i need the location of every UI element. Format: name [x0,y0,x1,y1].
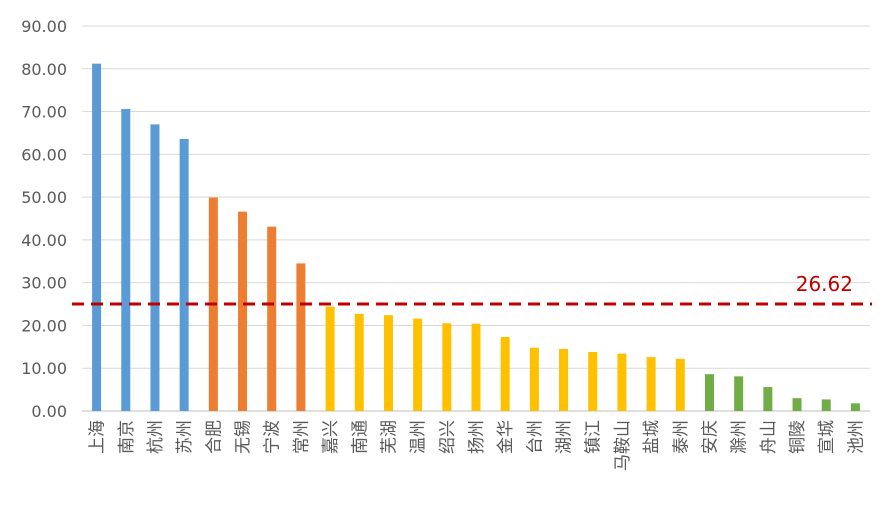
x-tick-label: 苏州 [175,420,195,454]
bar [238,211,248,411]
y-tick-label: 90.00 [21,17,67,36]
y-tick-label: 0.00 [31,402,67,421]
x-tick-label: 绍兴 [438,420,458,454]
x-tick-label: 镇江 [584,420,604,454]
y-tick-label: 10.00 [21,359,67,378]
x-tick-label: 常州 [292,420,312,454]
bar [763,387,773,411]
bar [559,348,569,411]
bar [383,315,393,411]
bar [92,63,102,412]
bar [529,347,539,411]
x-tick-label: 马鞍山 [613,420,633,471]
x-tick-label: 泰州 [671,420,691,454]
x-tick-label: 无锡 [234,420,254,454]
x-tick-label: 温州 [409,420,429,454]
x-tick-label: 铜陵 [788,420,808,454]
y-tick-label: 20.00 [21,316,67,335]
reference-line-group: 26.62 [72,272,872,306]
y-tick-label: 30.00 [21,274,67,293]
bar [850,403,860,411]
y-tick-label: 60.00 [21,145,67,164]
x-tick-label: 宣城 [817,420,837,454]
x-tick-label: 南通 [350,420,370,454]
bar [413,318,423,411]
bar [442,323,452,411]
bar [354,313,364,411]
x-tick-label: 盐城 [642,420,662,454]
bar [588,351,598,411]
bar [150,124,160,411]
x-tick-label: 上海 [88,420,108,454]
bar [121,108,131,411]
x-tick-label: 安庆 [700,420,720,454]
x-tick-label: 池州 [846,420,866,454]
bars [92,63,860,412]
x-tick-label: 合肥 [204,420,224,454]
y-axis-ticks: 0.00 10.00 20.00 30.00 40.00 50.00 60.00 70.00 8… [21,17,67,421]
x-tick-label: 芜湖 [379,420,399,454]
y-tick-label: 70.00 [21,103,67,122]
y-tick-label: 40.00 [21,231,67,250]
x-tick-label: 宁波 [263,420,283,454]
y-tick-label: 50.00 [21,188,67,207]
x-tick-label: 滁州 [730,420,750,454]
x-tick-label: 舟山 [759,420,779,454]
bar [646,357,656,411]
bar [296,263,306,411]
bar [704,374,714,411]
x-tick-label: 杭州 [146,420,166,454]
y-tick-label: 80.00 [21,60,67,79]
x-tick-label: 湖州 [555,420,575,454]
average-label: 26.62 [796,272,853,296]
bar [675,358,685,411]
x-tick-label: 扬州 [467,420,487,454]
x-tick-label: 南京 [117,420,137,454]
bar [792,398,802,411]
x-tick-label: 嘉兴 [321,420,341,454]
bar [267,226,277,411]
x-tick-label: 金华 [496,420,516,454]
x-axis-ticks: 上海 南京 杭州 苏州 合肥 无锡 宁波 常州 嘉兴 南通 芜湖 温州 绍兴 扬州 金华 台州 湖州 镇江 马鞍山盐… [88,420,867,471]
x-tick-label: 台州 [525,420,545,454]
bar [500,336,510,411]
bar [734,376,744,411]
bar [617,353,627,411]
bar [821,399,831,411]
bar [471,323,481,411]
bar [325,306,335,411]
bar [179,138,189,411]
